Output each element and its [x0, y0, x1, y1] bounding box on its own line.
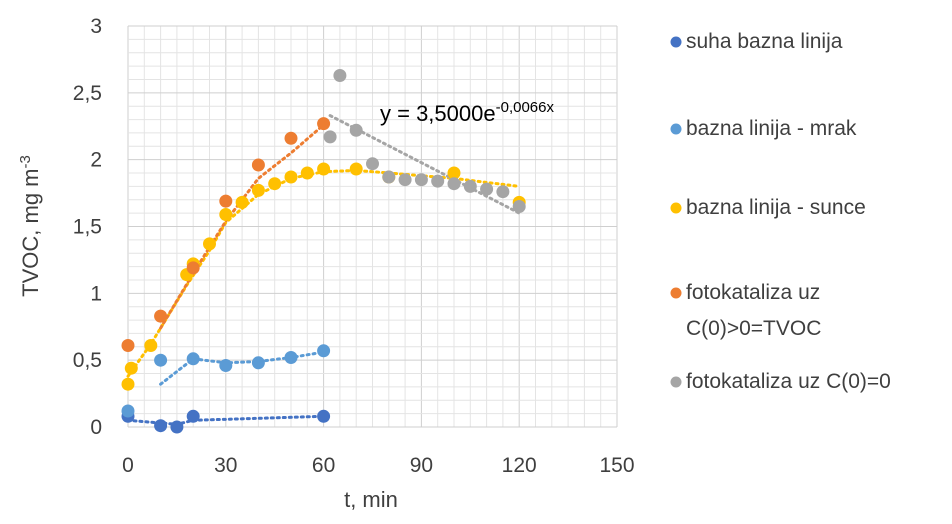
tick-labels: 0 30 60 90 120 150 0 0,5 1 1,5 2 2,5 3 [73, 15, 635, 477]
data-point [349, 162, 363, 176]
data-point [447, 177, 461, 191]
y-tick-label: 3 [90, 15, 102, 38]
data-point [251, 183, 265, 197]
data-point [398, 173, 412, 187]
legend-label: bazna linija - mrak [686, 117, 857, 140]
data-point [349, 123, 363, 137]
data-point [154, 353, 168, 367]
data-point [496, 185, 510, 199]
gridlines [127, 25, 618, 428]
data-point [121, 404, 135, 418]
data-point [219, 359, 233, 372]
data-point [186, 409, 200, 423]
y-axis-title: TVOC, mg m-3 [17, 155, 43, 297]
data-point [366, 157, 379, 171]
data-point [333, 69, 347, 82]
data-point [170, 420, 184, 434]
data-point [317, 344, 331, 358]
data-point [235, 195, 249, 209]
data-point [463, 179, 477, 193]
y-tick-label: 2 [90, 149, 102, 172]
data-point [219, 194, 233, 208]
equation-main: y = 3,5000e [380, 101, 496, 126]
y-axis-title-main: TVOC, mg m [18, 169, 43, 297]
legend: suha bazna linija bazna linija - mrak bazn… [670, 30, 891, 393]
data-point [251, 356, 265, 370]
data-point [154, 309, 168, 323]
data-point [414, 173, 428, 187]
x-tick-label: 90 [410, 454, 433, 477]
data-point [219, 208, 233, 221]
legend-label: suha bazna linija [686, 30, 843, 53]
legend-label: fotokataliza uz C(0)=0 [686, 370, 891, 393]
data-point [251, 158, 265, 172]
x-tick-label: 150 [599, 454, 634, 477]
data-point [317, 409, 331, 423]
legend-marker [670, 287, 682, 299]
data-point [512, 200, 526, 213]
y-axis-title-superscript: -3 [17, 155, 34, 168]
data-point [317, 117, 331, 131]
legend-marker [670, 202, 682, 214]
data-point [186, 352, 200, 366]
x-tick-label: 120 [502, 454, 537, 477]
data-point [124, 361, 138, 375]
data-point [284, 351, 298, 364]
data-point [382, 170, 396, 184]
data-point [300, 166, 314, 180]
data-point [203, 237, 216, 251]
data-point [284, 170, 298, 184]
data-point [447, 166, 461, 180]
equation-exponent: -0,0066x [496, 99, 555, 116]
data-point [284, 131, 298, 145]
data-point [186, 261, 200, 275]
x-axis-title: t, min [344, 487, 398, 512]
data-point [154, 419, 168, 433]
y-tick-label: 0 [90, 416, 102, 439]
data-point [323, 130, 337, 144]
trendline-equation: y = 3,5000e-0,0066x [380, 99, 554, 126]
legend-label: bazna linija - sunce [686, 196, 866, 219]
y-tick-label: 0,5 [73, 349, 102, 372]
legend-marker [670, 376, 682, 388]
data-point [268, 177, 282, 191]
data-point [317, 162, 331, 176]
legend-label: fotokataliza uz [686, 281, 820, 304]
y-tick-label: 2,5 [73, 82, 102, 105]
data-point [480, 182, 494, 196]
x-tick-label: 30 [214, 454, 237, 477]
legend-marker [670, 36, 682, 48]
x-tick-label: 0 [122, 454, 134, 477]
x-tick-label: 60 [312, 454, 335, 477]
data-point [121, 377, 135, 391]
data-point [144, 339, 158, 352]
y-tick-label: 1,5 [73, 216, 102, 239]
y-tick-label: 1 [90, 282, 102, 305]
legend-marker [670, 123, 682, 135]
data-point [431, 174, 445, 188]
data-point [121, 339, 135, 352]
data-points [121, 69, 526, 434]
legend-label: C(0)>0=TVOC [686, 317, 821, 340]
